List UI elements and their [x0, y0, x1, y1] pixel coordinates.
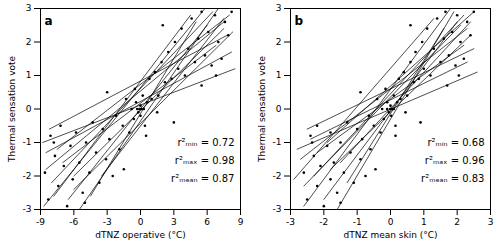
svg-text:b: b [295, 14, 304, 28]
svg-text:0: 0 [138, 217, 144, 227]
svg-text:r²ₘₑₐₙ = 0.87: r²ₘₑₐₙ = 0.87 [171, 173, 234, 184]
svg-text:Thermal sensation vote: Thermal sensation vote [257, 56, 267, 164]
svg-text:3: 3 [171, 217, 177, 227]
svg-text:-3: -3 [273, 204, 282, 214]
svg-text:-6: -6 [69, 217, 78, 227]
svg-text:a: a [45, 14, 53, 28]
svg-text:Thermal sensation vote: Thermal sensation vote [7, 56, 17, 164]
svg-text:-3: -3 [286, 217, 295, 227]
svg-text:-3: -3 [103, 217, 112, 227]
svg-text:1: 1 [421, 217, 427, 227]
svg-text:0: 0 [26, 104, 32, 114]
svg-text:0: 0 [388, 217, 394, 227]
svg-text:dTNZ operative (°C): dTNZ operative (°C) [95, 230, 186, 240]
svg-text:r²ₘₐₓ = 0.98: r²ₘₐₓ = 0.98 [175, 155, 235, 166]
svg-text:0: 0 [276, 104, 282, 114]
svg-text:-2: -2 [23, 171, 32, 181]
svg-text:1: 1 [276, 70, 282, 80]
svg-text:r²ₘₑₐₙ = 0.83: r²ₘₑₐₙ = 0.83 [421, 173, 484, 184]
svg-text:-1: -1 [23, 137, 32, 147]
svg-text:9: 9 [238, 217, 244, 227]
svg-text:6: 6 [204, 217, 210, 227]
svg-text:-2: -2 [319, 217, 328, 227]
svg-text:3: 3 [26, 3, 32, 13]
svg-text:-1: -1 [353, 217, 362, 227]
svg-text:r²ₘᵢₙ = 0.72: r²ₘᵢₙ = 0.72 [177, 137, 234, 148]
svg-text:2: 2 [26, 37, 32, 47]
svg-text:2: 2 [454, 217, 460, 227]
svg-text:-2: -2 [273, 171, 282, 181]
svg-text:r²ₘᵢₙ = 0.68: r²ₘᵢₙ = 0.68 [427, 137, 484, 148]
svg-text:r²ₘₐₓ = 0.96: r²ₘₐₓ = 0.96 [425, 155, 485, 166]
svg-text:-9: -9 [36, 217, 45, 227]
svg-text:3: 3 [488, 217, 494, 227]
svg-text:1: 1 [26, 70, 32, 80]
svg-text:-3: -3 [23, 204, 32, 214]
svg-text:2: 2 [276, 37, 282, 47]
svg-text:-1: -1 [273, 137, 282, 147]
svg-text:dTNZ mean skin (°C): dTNZ mean skin (°C) [343, 230, 437, 240]
svg-text:3: 3 [276, 3, 282, 13]
